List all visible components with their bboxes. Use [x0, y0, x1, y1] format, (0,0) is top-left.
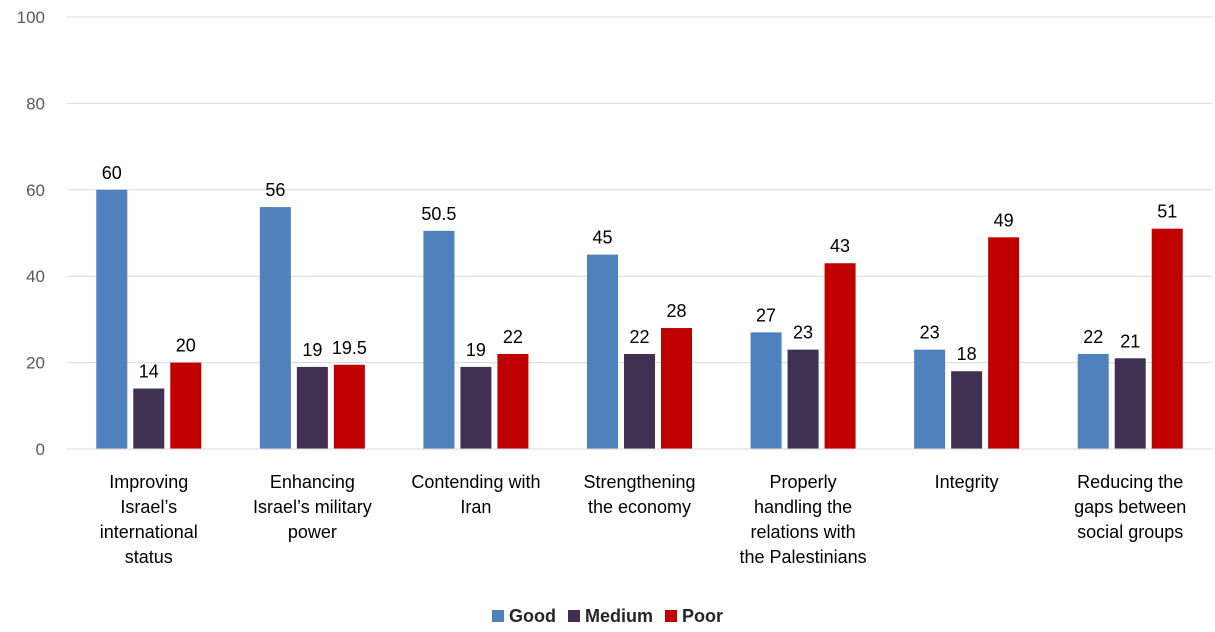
legend-item-medium: Medium	[567, 606, 653, 627]
legend: Good Medium Poor	[0, 606, 1215, 627]
x-tick-label: Properly handling the relations with the Pa…	[740, 472, 867, 567]
legend-item-poor: Poor	[665, 606, 723, 627]
legend-label: Medium	[584, 606, 653, 626]
bar-good	[423, 230, 455, 449]
data-label: 28	[666, 301, 686, 321]
data-label: 45	[592, 228, 612, 248]
bar-medium	[296, 366, 328, 449]
y-tick-label: 20	[26, 354, 45, 373]
bar-good	[259, 207, 291, 449]
bar-poor	[661, 328, 692, 449]
data-label: 27	[756, 305, 776, 325]
bar-medium	[133, 388, 165, 449]
legend-item-good: Good	[491, 606, 556, 627]
x-tick-label-line: international	[100, 522, 198, 542]
data-label: 19	[466, 340, 486, 360]
y-tick-label: 0	[36, 440, 45, 459]
bar-medium	[1114, 358, 1146, 449]
data-label: 19	[302, 340, 322, 360]
x-tick-label-line: Integrity	[935, 472, 999, 492]
legend-swatch	[567, 610, 580, 622]
data-label: 22	[629, 327, 649, 347]
legend-swatch	[665, 610, 677, 622]
x-tick-label-line: Improving	[109, 472, 188, 492]
bar-poor	[1151, 228, 1183, 449]
bar-medium	[624, 353, 655, 449]
data-label: 43	[830, 236, 850, 256]
bar-poor	[497, 353, 529, 449]
y-axis: 0 20 40 60 80 100	[17, 8, 45, 459]
data-label: 51	[1157, 202, 1177, 222]
bar-good	[1077, 353, 1109, 449]
x-tick-label-line: power	[288, 522, 337, 542]
x-tick-label-line: Israel’s	[120, 497, 177, 517]
data-label: 23	[920, 323, 940, 343]
x-tick-label-line: status	[125, 547, 173, 567]
x-tick-label: Strengthening the economy	[583, 472, 695, 517]
data-label: 23	[793, 323, 813, 343]
x-tick-label-line: Properly	[770, 472, 837, 492]
legend-label: Good	[508, 606, 556, 626]
data-labels: 60 14 20 56 19 19.5 50.5 19 22 45 22 28 27 23 43 23 18 49…	[102, 163, 1177, 382]
bar-medium	[460, 366, 492, 449]
bar-good	[587, 254, 618, 449]
data-label: 21	[1120, 331, 1140, 351]
data-label: 56	[265, 180, 285, 200]
x-tick-label: Improving Israel’s international status	[100, 472, 198, 567]
x-tick-label-line: gaps between	[1074, 497, 1186, 517]
bars	[96, 189, 1183, 450]
data-label: 20	[176, 336, 196, 356]
data-label: 19.5	[332, 338, 367, 358]
x-tick-label-line: Iran	[460, 497, 491, 517]
data-label: 22	[503, 327, 523, 347]
x-tick-label-line: relations with	[751, 522, 856, 542]
bar-poor	[333, 364, 365, 449]
x-tick-label-line: the economy	[588, 497, 691, 517]
y-tick-label: 100	[17, 8, 45, 27]
bar-medium	[787, 349, 819, 449]
bar-poor	[170, 362, 202, 449]
x-tick-label-line: Israel’s military	[253, 497, 372, 517]
bar-medium	[951, 371, 983, 449]
data-label: 50.5	[421, 204, 456, 224]
bar-good	[914, 349, 946, 449]
x-tick-label: Integrity	[935, 472, 999, 492]
x-tick-label-line: handling the	[754, 497, 852, 517]
x-tick-label-line: Contending with	[411, 472, 540, 492]
x-axis: Improving Israel’s international status Enha…	[67, 448, 1212, 567]
x-tick-label: Contending with Iran	[411, 472, 540, 517]
bar-poor	[988, 237, 1020, 449]
x-tick-label-line: Reducing the	[1077, 472, 1183, 492]
data-label: 60	[102, 163, 122, 183]
legend-swatch	[491, 610, 504, 622]
y-tick-label: 60	[26, 181, 45, 200]
x-tick-label-line: Strengthening	[583, 472, 695, 492]
data-label: 22	[1083, 327, 1103, 347]
x-tick-label-line: social groups	[1077, 522, 1183, 542]
x-tick-label: Reducing the gaps between social groups	[1074, 472, 1186, 542]
bar-good	[750, 332, 782, 449]
data-label: 49	[994, 210, 1014, 230]
data-label: 14	[139, 362, 159, 382]
x-tick-label: Enhancing Israel’s military power	[253, 472, 372, 542]
bar-good	[96, 189, 128, 450]
y-tick-label: 80	[26, 94, 45, 113]
x-tick-label-line: Enhancing	[270, 472, 355, 492]
data-label: 18	[957, 344, 977, 364]
y-tick-label: 40	[26, 267, 45, 286]
x-tick-label-line: the Palestinians	[740, 547, 867, 567]
bar-poor	[824, 263, 856, 449]
legend-label: Poor	[682, 606, 724, 626]
